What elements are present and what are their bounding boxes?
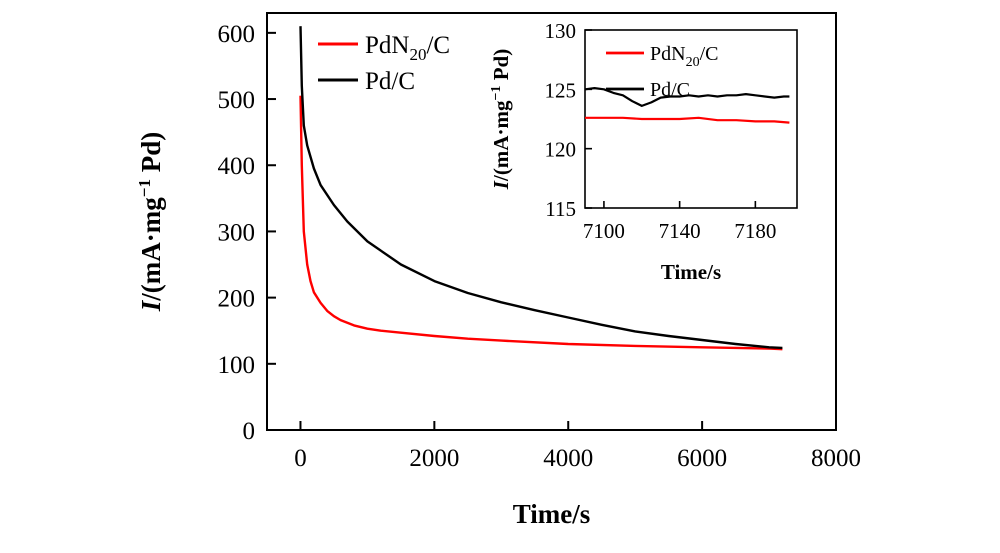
inset-legend-label: Pd/C [650, 79, 690, 101]
main-y-axis-label: I/(mA·mg−1 Pd) [135, 132, 166, 312]
main-legend-label: PdN20/C [365, 32, 450, 64]
main-y-tick-label: 300 [218, 219, 256, 246]
main-x-tick-label: 4000 [543, 445, 593, 472]
inset-x-tick-label: 7100 [583, 219, 625, 243]
main-legend-label-text: PdN [365, 32, 409, 59]
inset-series-line-pd-c [585, 87, 790, 107]
inset-legend-label-subscript: 20 [686, 55, 700, 70]
inset-series-line-pdn20-c [585, 116, 790, 124]
inset-y-tick-label: 125 [545, 78, 577, 102]
main-series-line-pd-c [299, 26, 783, 350]
inset-y-tick-label: 130 [545, 19, 577, 43]
main-y-tick-label: 500 [218, 87, 256, 114]
inset-x-axis-label: Time/s [661, 260, 721, 284]
main-x-tick-label: 2000 [409, 445, 459, 472]
main-legend-label-text: Pd/C [365, 68, 415, 95]
main-y-tick-label: 400 [218, 153, 256, 180]
main-legend-label-text-tail: /C [426, 32, 450, 59]
inset-y-axis-label-suffix: Pd) [489, 49, 513, 86]
inset-y-axis-label-unit: /(mA·mg [489, 100, 513, 182]
main-series-line-pdn20-c [299, 95, 783, 351]
main-plot: 0 2000 4000 6000 8000 0 100 200 300 400 500 600 Time… [135, 12, 861, 529]
inset-legend-label-text: PdN [650, 43, 686, 65]
main-y-axis-label-suffix: Pd) [136, 132, 166, 179]
main-y-tick-label: 0 [243, 418, 256, 445]
main-x-tick-label: 0 [294, 445, 307, 472]
inset-legend-label-text: Pd/C [650, 79, 690, 101]
main-y-tick-label: 100 [218, 352, 256, 379]
inset-x-tick-label: 7180 [734, 219, 776, 243]
main-y-tick-label: 600 [218, 21, 256, 48]
inset-y-tick-label: 115 [545, 197, 576, 221]
inset-plot-frame [584, 29, 798, 209]
main-y-tick-label: 200 [218, 286, 256, 313]
inset-y-tick-label: 120 [545, 138, 577, 162]
inset-plot: 7100 7140 7180 115 120 125 130 Time/s I/(mA·mg−1… [489, 19, 798, 284]
inset-y-axis-label: I/(mA·mg−1 Pd) [489, 49, 513, 190]
inset-legend-label: PdN20/C [650, 43, 718, 70]
main-y-axis-label-unit: /(mA·mg [136, 197, 166, 302]
main-x-tick-label: 8000 [811, 445, 861, 472]
main-legend-label-subscript: 20 [409, 45, 426, 64]
inset-y-axis-label-symbol: I [489, 180, 513, 190]
inset-y-axis-label-superscript: −1 [489, 86, 504, 101]
main-legend-label: Pd/C [365, 68, 415, 95]
main-plot-frame [266, 12, 837, 431]
main-y-axis-label-superscript: −1 [135, 179, 154, 197]
inset-legend-label-text-tail: /C [700, 43, 719, 65]
inset-x-tick-label: 7140 [659, 219, 701, 243]
main-x-tick-label: 6000 [677, 445, 727, 472]
main-x-axis-label: Time/s [513, 499, 591, 529]
main-y-axis-label-symbol: I [136, 299, 166, 312]
